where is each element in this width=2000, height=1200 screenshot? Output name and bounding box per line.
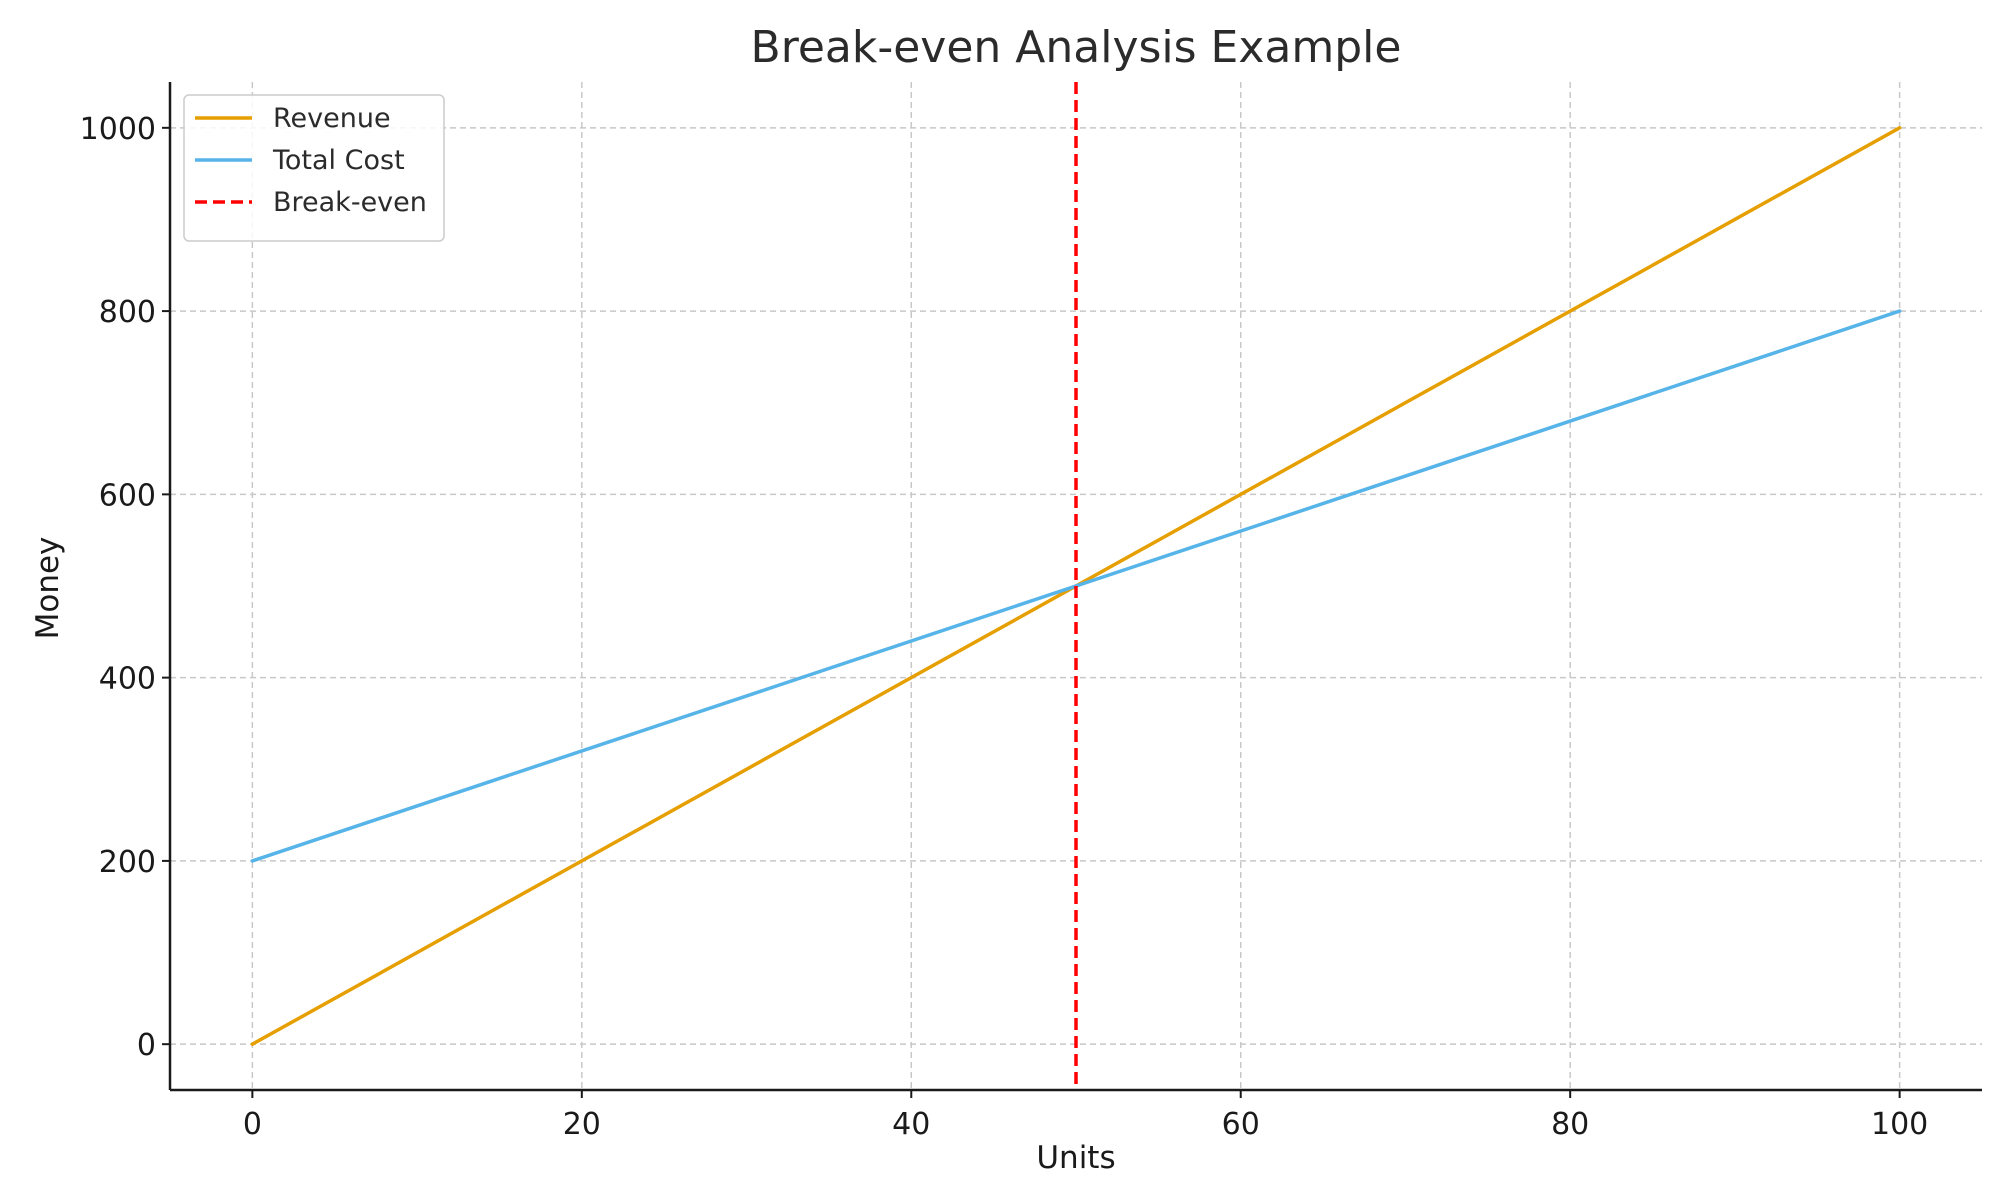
legend-box [183, 94, 445, 242]
series-layer [250, 82, 1902, 1090]
y-tick-label: 400 [99, 662, 156, 697]
chart-title: Break-even Analysis Example [751, 22, 1402, 73]
x-tick-label: 20 [563, 1107, 601, 1142]
y-tick-label: 1000 [80, 112, 156, 147]
x-tick-label: 80 [1551, 1107, 1589, 1142]
x-tick-label: 60 [1222, 1107, 1260, 1142]
y-tick-label: 0 [137, 1028, 156, 1063]
y-tick-label: 800 [99, 295, 156, 330]
legend: Revenue Total Cost Break-even [183, 94, 445, 242]
x-axis-title: Units [1036, 1140, 1115, 1176]
y-tick-label: 200 [99, 845, 156, 880]
legend-label: Revenue [273, 103, 391, 134]
axes [162, 82, 1982, 1098]
y-tick-label: 600 [99, 478, 156, 513]
legend-label: Break-even [273, 187, 427, 218]
y-axis-title: Money [30, 537, 66, 640]
x-tick-label: 40 [892, 1107, 930, 1142]
legend-label: Total Cost [272, 145, 405, 176]
x-tick-label: 0 [243, 1107, 262, 1142]
x-tick-label: 100 [1871, 1107, 1928, 1142]
